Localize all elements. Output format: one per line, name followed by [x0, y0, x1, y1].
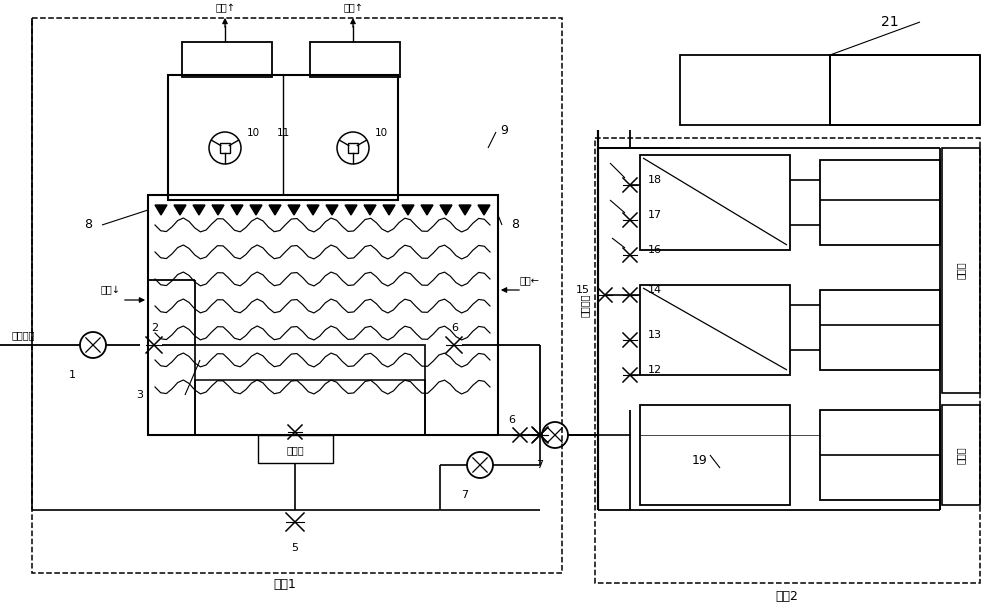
Text: 19: 19 — [692, 454, 708, 466]
Polygon shape — [250, 205, 262, 215]
Text: 12: 12 — [648, 365, 662, 375]
Bar — [595, 138, 980, 583]
Text: 9: 9 — [500, 124, 508, 136]
Text: 14: 14 — [648, 285, 662, 295]
Bar — [348, 143, 358, 153]
Bar — [258, 435, 333, 463]
Text: 3: 3 — [136, 390, 144, 400]
Bar — [680, 55, 830, 125]
Polygon shape — [212, 205, 224, 215]
Polygon shape — [193, 205, 205, 215]
Text: 5: 5 — [292, 543, 298, 553]
Text: 空调回水: 空调回水 — [12, 330, 36, 340]
Bar — [820, 290, 940, 370]
Bar — [310, 42, 400, 77]
Bar — [32, 18, 562, 573]
Polygon shape — [440, 205, 452, 215]
Bar — [942, 148, 980, 393]
Text: 7: 7 — [461, 490, 469, 500]
Polygon shape — [231, 205, 243, 215]
Text: 15: 15 — [576, 285, 590, 295]
Bar — [640, 155, 790, 250]
Text: 2: 2 — [151, 323, 159, 333]
Polygon shape — [383, 205, 395, 215]
Bar — [942, 405, 980, 505]
Polygon shape — [174, 205, 186, 215]
Text: 21: 21 — [881, 15, 899, 29]
Bar — [830, 55, 980, 125]
Polygon shape — [478, 205, 490, 215]
Bar — [148, 195, 498, 435]
Bar — [820, 410, 940, 500]
Bar — [195, 345, 425, 435]
Bar — [195, 380, 425, 435]
Text: 17: 17 — [648, 210, 662, 220]
Bar — [220, 143, 230, 153]
Text: 10: 10 — [375, 128, 388, 138]
Text: 系统2: 系统2 — [776, 591, 798, 604]
Text: 13: 13 — [648, 330, 662, 340]
Polygon shape — [269, 205, 281, 215]
Bar — [182, 42, 272, 77]
Text: 11: 11 — [276, 128, 290, 138]
Text: 6: 6 — [508, 415, 515, 425]
Text: 排污口: 排污口 — [286, 445, 304, 455]
Text: 排风↑: 排风↑ — [343, 3, 363, 13]
Polygon shape — [345, 205, 357, 215]
Text: 排风↑: 排风↑ — [215, 3, 235, 13]
Text: 6: 6 — [452, 323, 458, 333]
Polygon shape — [402, 205, 414, 215]
Polygon shape — [326, 205, 338, 215]
Bar — [640, 405, 790, 505]
Text: 进风↓: 进风↓ — [100, 285, 120, 295]
Text: 空调供水: 空调供水 — [580, 294, 590, 317]
Text: 进风←: 进风← — [520, 275, 540, 285]
Polygon shape — [364, 205, 376, 215]
Polygon shape — [459, 205, 471, 215]
Text: 冷换器: 冷换器 — [956, 261, 966, 279]
Polygon shape — [421, 205, 433, 215]
Text: 7: 7 — [536, 460, 544, 470]
Polygon shape — [288, 205, 300, 215]
Text: 系统1: 系统1 — [274, 579, 296, 591]
Bar — [640, 285, 790, 375]
Text: 8: 8 — [511, 219, 519, 231]
Text: 18: 18 — [648, 175, 662, 185]
Bar — [820, 160, 940, 245]
Text: 冷机组: 冷机组 — [956, 446, 966, 464]
Polygon shape — [307, 205, 319, 215]
Text: 1: 1 — [68, 370, 76, 380]
Text: 10: 10 — [247, 128, 260, 138]
Text: 8: 8 — [84, 219, 92, 231]
Text: 16: 16 — [648, 245, 662, 255]
Bar — [168, 75, 398, 200]
Polygon shape — [155, 205, 167, 215]
